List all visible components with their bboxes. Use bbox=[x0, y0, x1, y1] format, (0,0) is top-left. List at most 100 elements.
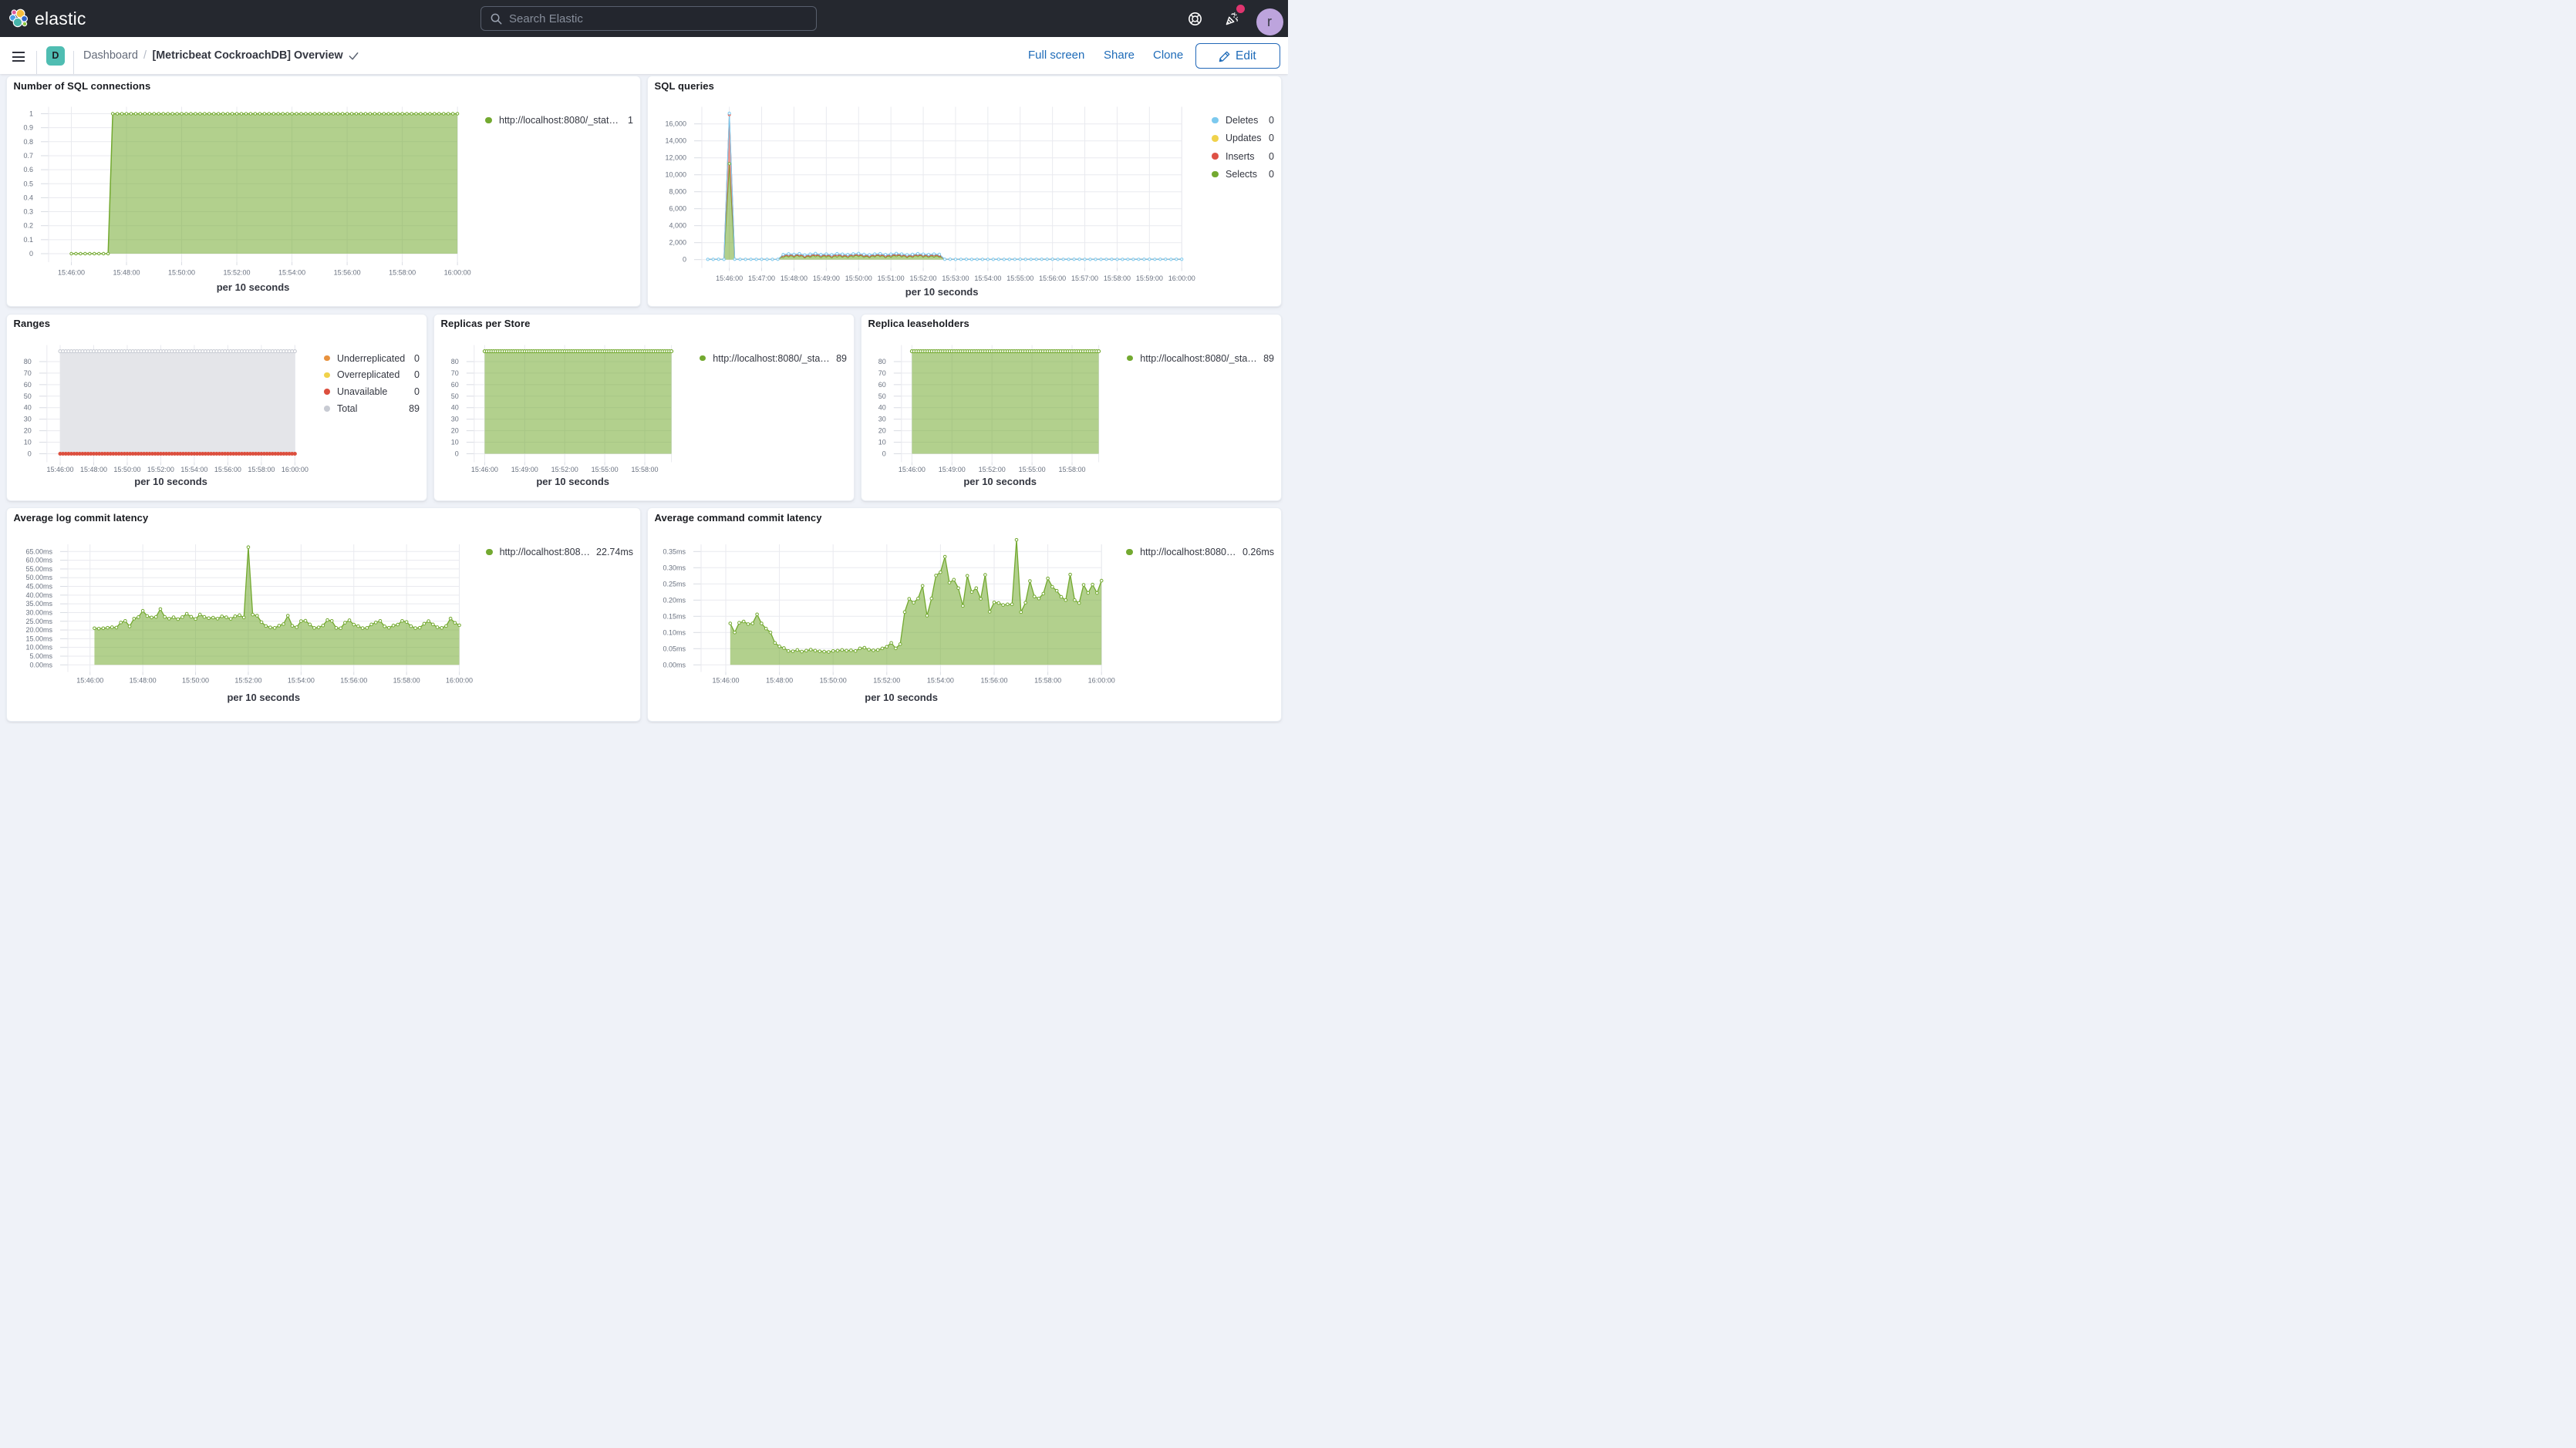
svg-text:15:46:00: 15:46:00 bbox=[46, 466, 73, 473]
svg-text:35.00ms: 35.00ms bbox=[25, 600, 52, 608]
svg-text:15:50:00: 15:50:00 bbox=[820, 677, 847, 685]
svg-text:15:46:00: 15:46:00 bbox=[76, 677, 103, 685]
svg-text:15:48:00: 15:48:00 bbox=[781, 274, 808, 282]
svg-text:0.1: 0.1 bbox=[23, 236, 33, 244]
svg-text:15:52:00: 15:52:00 bbox=[224, 269, 251, 277]
svg-text:0.35ms: 0.35ms bbox=[663, 547, 686, 555]
svg-text:15:46:00: 15:46:00 bbox=[712, 677, 739, 685]
svg-text:15:58:00: 15:58:00 bbox=[389, 269, 416, 277]
svg-text:0.20ms: 0.20ms bbox=[663, 596, 686, 604]
svg-text:15:58:00: 15:58:00 bbox=[631, 466, 658, 473]
svg-text:15:49:00: 15:49:00 bbox=[939, 466, 966, 473]
svg-text:30: 30 bbox=[451, 415, 459, 423]
svg-text:15:55:00: 15:55:00 bbox=[592, 466, 619, 473]
svg-text:0: 0 bbox=[882, 450, 886, 457]
svg-text:40: 40 bbox=[24, 403, 32, 411]
svg-text:15:50:00: 15:50:00 bbox=[845, 274, 872, 282]
svg-text:15:59:00: 15:59:00 bbox=[1136, 274, 1163, 282]
svg-text:12,000: 12,000 bbox=[665, 154, 686, 162]
svg-text:0.00ms: 0.00ms bbox=[29, 661, 52, 668]
svg-text:15:49:00: 15:49:00 bbox=[511, 466, 538, 473]
svg-text:80: 80 bbox=[451, 357, 459, 365]
svg-text:50.00ms: 50.00ms bbox=[25, 574, 52, 581]
svg-text:15:47:00: 15:47:00 bbox=[748, 274, 775, 282]
svg-text:20: 20 bbox=[451, 426, 459, 434]
svg-text:14,000: 14,000 bbox=[665, 137, 686, 145]
svg-text:20.00ms: 20.00ms bbox=[25, 626, 52, 634]
svg-text:0.25ms: 0.25ms bbox=[663, 580, 686, 588]
svg-text:0: 0 bbox=[29, 250, 33, 258]
svg-text:50: 50 bbox=[451, 392, 459, 399]
svg-text:0.00ms: 0.00ms bbox=[663, 661, 686, 668]
svg-text:0.7: 0.7 bbox=[23, 152, 33, 160]
svg-text:15:48:00: 15:48:00 bbox=[766, 677, 793, 685]
svg-text:0.05ms: 0.05ms bbox=[663, 645, 686, 652]
svg-text:40: 40 bbox=[451, 403, 459, 411]
svg-text:60: 60 bbox=[24, 380, 32, 388]
svg-text:15:54:00: 15:54:00 bbox=[927, 677, 954, 685]
svg-text:15:52:00: 15:52:00 bbox=[551, 466, 578, 473]
svg-text:15:58:00: 15:58:00 bbox=[1104, 274, 1131, 282]
svg-text:15:57:00: 15:57:00 bbox=[1071, 274, 1098, 282]
svg-text:6,000: 6,000 bbox=[669, 205, 686, 213]
svg-text:60: 60 bbox=[878, 380, 886, 388]
svg-text:45.00ms: 45.00ms bbox=[25, 583, 52, 591]
svg-text:80: 80 bbox=[24, 357, 32, 365]
svg-text:15:52:00: 15:52:00 bbox=[910, 274, 937, 282]
svg-text:15:54:00: 15:54:00 bbox=[278, 269, 305, 277]
svg-text:15:46:00: 15:46:00 bbox=[471, 466, 498, 473]
svg-text:2,000: 2,000 bbox=[669, 239, 686, 247]
svg-text:0.15ms: 0.15ms bbox=[663, 612, 686, 620]
svg-text:15:50:00: 15:50:00 bbox=[113, 466, 140, 473]
svg-text:30.00ms: 30.00ms bbox=[25, 608, 52, 616]
svg-text:15:52:00: 15:52:00 bbox=[147, 466, 174, 473]
svg-text:15:55:00: 15:55:00 bbox=[1019, 466, 1046, 473]
svg-text:15.00ms: 15.00ms bbox=[25, 635, 52, 642]
svg-text:50: 50 bbox=[24, 392, 32, 399]
svg-text:15:52:00: 15:52:00 bbox=[234, 677, 261, 685]
svg-text:15:52:00: 15:52:00 bbox=[873, 677, 900, 685]
svg-text:10: 10 bbox=[24, 438, 32, 446]
svg-text:60: 60 bbox=[451, 380, 459, 388]
svg-text:25.00ms: 25.00ms bbox=[25, 618, 52, 625]
svg-text:0: 0 bbox=[683, 256, 686, 264]
svg-text:15:56:00: 15:56:00 bbox=[1039, 274, 1066, 282]
svg-text:0: 0 bbox=[28, 450, 32, 457]
svg-text:16,000: 16,000 bbox=[665, 120, 686, 128]
svg-text:16:00:00: 16:00:00 bbox=[444, 269, 471, 277]
svg-text:15:53:00: 15:53:00 bbox=[942, 274, 969, 282]
svg-text:15:48:00: 15:48:00 bbox=[113, 269, 140, 277]
svg-text:15:55:00: 15:55:00 bbox=[1006, 274, 1033, 282]
svg-text:30: 30 bbox=[878, 415, 886, 423]
svg-text:15:54:00: 15:54:00 bbox=[180, 466, 207, 473]
svg-text:65.00ms: 65.00ms bbox=[25, 547, 52, 555]
svg-text:15:50:00: 15:50:00 bbox=[168, 269, 195, 277]
svg-text:0.2: 0.2 bbox=[23, 222, 33, 230]
svg-text:20: 20 bbox=[878, 426, 886, 434]
svg-text:15:48:00: 15:48:00 bbox=[80, 466, 107, 473]
svg-text:15:48:00: 15:48:00 bbox=[130, 677, 157, 685]
svg-text:4,000: 4,000 bbox=[669, 222, 686, 230]
svg-text:15:46:00: 15:46:00 bbox=[58, 269, 85, 277]
svg-text:30: 30 bbox=[24, 415, 32, 423]
svg-text:0.4: 0.4 bbox=[23, 194, 33, 201]
svg-text:50: 50 bbox=[878, 392, 886, 399]
svg-text:5.00ms: 5.00ms bbox=[29, 652, 52, 660]
svg-text:15:56:00: 15:56:00 bbox=[980, 677, 1007, 685]
svg-text:15:46:00: 15:46:00 bbox=[899, 466, 926, 473]
svg-text:0.10ms: 0.10ms bbox=[663, 628, 686, 636]
svg-text:70: 70 bbox=[878, 369, 886, 376]
svg-text:15:51:00: 15:51:00 bbox=[878, 274, 905, 282]
svg-text:16:00:00: 16:00:00 bbox=[1168, 274, 1195, 282]
svg-text:15:56:00: 15:56:00 bbox=[214, 466, 241, 473]
svg-text:10: 10 bbox=[878, 438, 886, 446]
svg-text:15:50:00: 15:50:00 bbox=[182, 677, 209, 685]
svg-text:0.5: 0.5 bbox=[23, 180, 33, 187]
svg-text:0.9: 0.9 bbox=[23, 124, 33, 132]
svg-text:8,000: 8,000 bbox=[669, 188, 686, 196]
svg-text:15:58:00: 15:58:00 bbox=[248, 466, 275, 473]
svg-text:15:54:00: 15:54:00 bbox=[974, 274, 1001, 282]
svg-text:15:46:00: 15:46:00 bbox=[716, 274, 743, 282]
svg-text:0.3: 0.3 bbox=[23, 208, 33, 216]
svg-text:55.00ms: 55.00ms bbox=[25, 565, 52, 573]
